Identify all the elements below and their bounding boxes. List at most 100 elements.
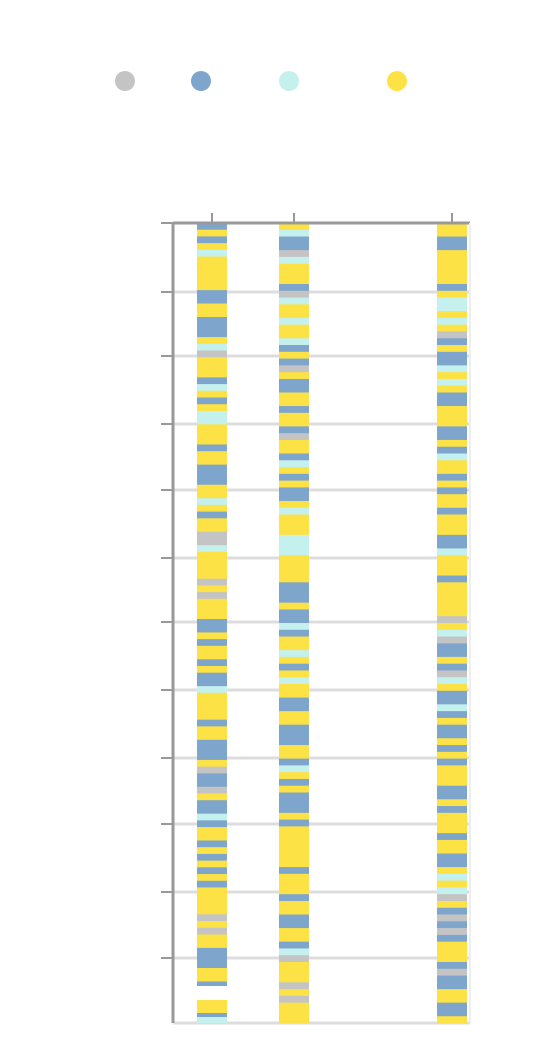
strip-segment [437, 751, 467, 759]
strip-segment [197, 410, 227, 419]
strip-segment [197, 746, 227, 754]
strip-segment [279, 399, 309, 407]
strip-segment [437, 365, 467, 373]
strip-segment [437, 799, 467, 807]
strip-segment [437, 690, 467, 698]
strip-segment [197, 343, 227, 351]
strip-segment [197, 914, 227, 922]
strip-segment [279, 338, 309, 346]
strip-segment [279, 467, 309, 475]
strip-segment [197, 417, 227, 425]
strip-segment [437, 541, 467, 549]
strip-segment [197, 786, 227, 794]
strip-segment [437, 507, 467, 515]
strip-segment [279, 663, 309, 671]
strip-segment [437, 345, 467, 353]
strip-column-3 [437, 223, 467, 1024]
strip-segment [279, 921, 309, 929]
strip-segment [197, 256, 227, 264]
strip-segment [197, 632, 227, 640]
strip-segment [197, 390, 227, 398]
strip-segment [437, 961, 467, 970]
strip-segment [437, 277, 467, 285]
strip-segment [279, 250, 309, 258]
strip-segment [437, 358, 467, 366]
strip-segment [437, 311, 467, 319]
strip-segment [197, 363, 227, 372]
strip-segment [437, 331, 467, 339]
strip-segment [279, 894, 309, 902]
strip-segment [197, 350, 227, 358]
strip-segment [437, 711, 467, 719]
strip-segment [197, 813, 227, 821]
strip-segment [197, 578, 227, 586]
strip-segment [279, 595, 309, 604]
strip-segment [197, 323, 227, 331]
strip-segment [197, 545, 227, 553]
strip-segment [279, 256, 309, 265]
strip-segment [279, 582, 309, 590]
strip-segment [279, 358, 309, 366]
strip-segment [279, 487, 309, 495]
strip-segment [197, 773, 227, 781]
strip-segment [197, 478, 227, 486]
strip-segment [279, 351, 309, 359]
strip-segment [197, 491, 227, 499]
strip-segment [197, 619, 227, 627]
strip-segment [437, 663, 467, 671]
strip-segment [197, 223, 227, 231]
strip-segment [279, 453, 309, 461]
strip-segment [437, 568, 467, 576]
strip-segment [279, 745, 309, 753]
category-strips [197, 223, 467, 1024]
strip-segment [197, 605, 227, 613]
strip-segment [437, 399, 467, 407]
strip-segment [279, 941, 309, 949]
strip-segment [437, 582, 467, 590]
strip-segment [197, 820, 227, 828]
strip-segment [197, 424, 227, 432]
strip-segment [279, 650, 309, 658]
strip-segment [437, 528, 467, 536]
strip-segment [279, 758, 309, 766]
strip-segment [197, 847, 227, 855]
strip-segment [197, 598, 227, 606]
strip-segment [279, 724, 309, 732]
strip-segment [197, 283, 227, 291]
strip-segment [279, 826, 309, 834]
strip-segment [437, 914, 467, 922]
strip-segment [279, 541, 309, 549]
strip-segment [437, 446, 467, 454]
strip-segment [279, 406, 309, 414]
strip-segment [197, 384, 227, 392]
strip-segment [437, 792, 467, 800]
strip-segment [279, 243, 309, 251]
strip-segment [437, 656, 467, 665]
strip-segment [437, 934, 467, 943]
strip-segment [437, 867, 467, 875]
strip-segment [437, 473, 467, 482]
strip-segment [437, 846, 467, 854]
strip-segment [197, 431, 227, 439]
strip-segment [437, 955, 467, 963]
strip-segment [437, 250, 467, 258]
strip-segment [279, 392, 309, 400]
strip-segment [437, 670, 467, 678]
strip-segment [197, 672, 227, 680]
strip-segment [197, 961, 227, 969]
strip-segment [197, 1013, 227, 1017]
strip-segment [437, 684, 467, 692]
strip-segment [197, 947, 227, 955]
strip-segment [437, 1009, 467, 1017]
strip-segment [197, 518, 227, 526]
strip-segment [437, 826, 467, 834]
strip-segment [279, 223, 309, 231]
strip-segment [437, 697, 467, 705]
strip-segment [279, 928, 309, 936]
strip-segment [279, 812, 309, 821]
strip-segment [197, 484, 227, 492]
strip-segment [279, 955, 309, 963]
strip-segment [279, 534, 309, 543]
strip-segment [279, 751, 309, 759]
strip-segment [437, 839, 467, 848]
